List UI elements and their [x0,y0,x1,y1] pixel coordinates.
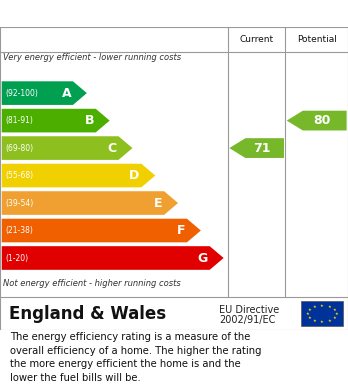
Polygon shape [229,138,284,158]
Text: Current: Current [239,35,274,44]
Polygon shape [2,246,224,270]
Text: ★: ★ [307,316,311,320]
Polygon shape [2,191,178,215]
Text: Not energy efficient - higher running costs: Not energy efficient - higher running co… [3,279,181,288]
Text: G: G [198,251,208,264]
Text: England & Wales: England & Wales [9,305,166,323]
Text: ★: ★ [327,319,331,323]
Text: (81-91): (81-91) [5,116,33,125]
Text: (92-100): (92-100) [5,89,38,98]
Text: B: B [85,114,94,127]
Text: A: A [62,87,71,100]
Text: 80: 80 [313,114,330,127]
Text: (1-20): (1-20) [5,253,28,262]
Polygon shape [2,219,201,242]
Text: ★: ★ [333,308,337,312]
Polygon shape [2,81,87,105]
Text: (55-68): (55-68) [5,171,33,180]
Text: F: F [177,224,185,237]
Text: (21-38): (21-38) [5,226,33,235]
Text: ★: ★ [320,320,324,324]
Text: EU Directive: EU Directive [219,305,279,315]
Text: Energy Efficiency Rating: Energy Efficiency Rating [9,6,200,20]
Text: The energy efficiency rating is a measure of the
overall efficiency of a home. T: The energy efficiency rating is a measur… [10,332,262,383]
Polygon shape [2,164,155,187]
Text: Very energy efficient - lower running costs: Very energy efficient - lower running co… [3,53,182,62]
Text: ★: ★ [306,312,309,316]
Polygon shape [2,109,110,133]
Bar [301,301,343,326]
Text: C: C [108,142,117,154]
Text: ★: ★ [313,305,316,309]
Text: 71: 71 [253,142,270,154]
Text: ★: ★ [327,305,331,309]
Text: D: D [129,169,140,182]
Text: (69-80): (69-80) [5,143,33,152]
Text: ★: ★ [333,316,337,320]
Polygon shape [287,111,347,131]
Text: E: E [154,197,163,210]
Text: (39-54): (39-54) [5,199,33,208]
Polygon shape [2,136,133,160]
Text: ★: ★ [307,308,311,312]
Text: 2002/91/EC: 2002/91/EC [219,315,276,325]
Text: ★: ★ [320,304,324,308]
Text: ★: ★ [313,319,316,323]
Text: ★: ★ [335,312,338,316]
Text: Potential: Potential [297,35,337,44]
